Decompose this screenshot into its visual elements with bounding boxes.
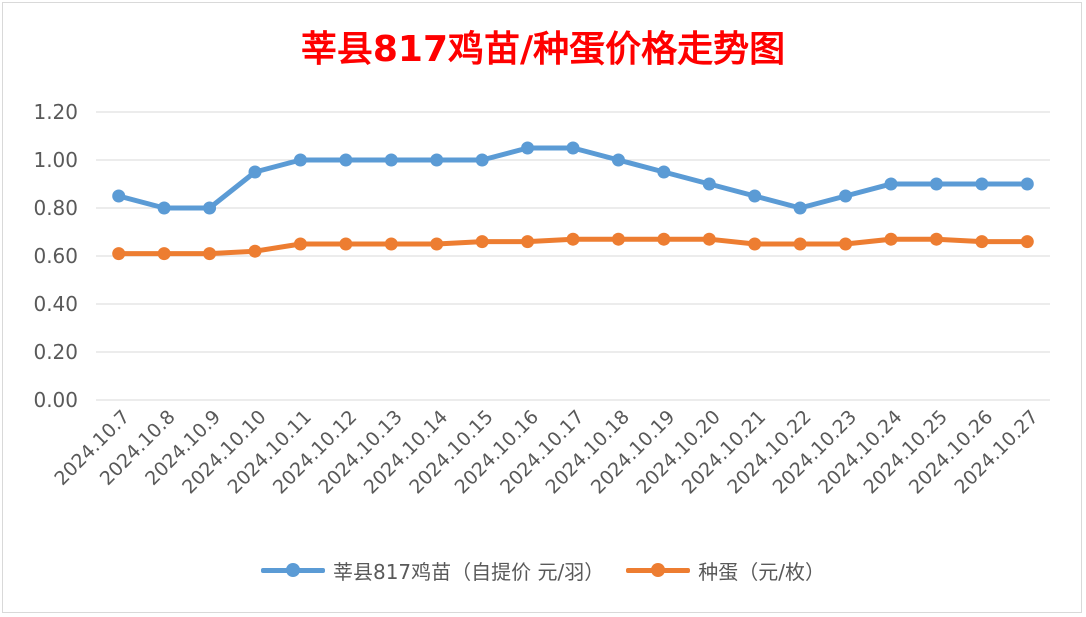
- chart-title: 莘县817鸡苗/种蛋价格走势图: [300, 29, 786, 70]
- legend-swatch-chick: [260, 562, 325, 578]
- data-point-1: [203, 247, 217, 261]
- data-point-0: [566, 141, 580, 155]
- data-point-1: [793, 237, 807, 251]
- data-point-1: [929, 232, 943, 246]
- data-point-1: [384, 237, 398, 251]
- data-point-1: [112, 247, 126, 261]
- data-point-0: [157, 201, 171, 215]
- y-tick-label: 0.40: [33, 292, 78, 316]
- data-point-1: [702, 232, 716, 246]
- data-point-0: [1020, 177, 1034, 191]
- data-point-0: [611, 153, 625, 167]
- data-point-1: [248, 244, 262, 258]
- data-point-0: [430, 153, 444, 167]
- y-tick-label: 0.60: [33, 244, 78, 268]
- chart-legend: 莘县817鸡苗（自提价 元/羽） 种蛋（元/枚）: [0, 552, 1086, 588]
- data-point-0: [657, 165, 671, 179]
- legend-swatch-egg: [626, 562, 691, 578]
- data-point-0: [339, 153, 353, 167]
- data-point-0: [884, 177, 898, 191]
- data-point-1: [157, 247, 171, 261]
- data-point-1: [748, 237, 762, 251]
- data-point-0: [702, 177, 716, 191]
- y-tick-label: 0.20: [33, 340, 78, 364]
- data-point-1: [430, 237, 444, 251]
- data-point-1: [339, 237, 353, 251]
- data-point-1: [566, 232, 580, 246]
- data-point-0: [748, 189, 762, 203]
- data-point-0: [839, 189, 853, 203]
- data-point-1: [975, 235, 989, 249]
- data-point-1: [521, 235, 535, 249]
- legend-item-egg: 种蛋（元/枚）: [626, 556, 825, 585]
- data-point-1: [839, 237, 853, 251]
- data-point-0: [793, 201, 807, 215]
- data-point-0: [203, 201, 217, 215]
- data-point-1: [657, 232, 671, 246]
- data-point-1: [1020, 235, 1034, 249]
- y-tick-label: 1.20: [33, 100, 78, 124]
- data-point-0: [293, 153, 307, 167]
- data-point-1: [884, 232, 898, 246]
- y-tick-label: 0.00: [33, 388, 78, 412]
- data-point-0: [975, 177, 989, 191]
- data-point-0: [248, 165, 262, 179]
- data-point-1: [293, 237, 307, 251]
- y-tick-label: 1.00: [33, 148, 78, 172]
- data-point-0: [475, 153, 489, 167]
- legend-label-chick: 莘县817鸡苗（自提价 元/羽）: [332, 559, 605, 584]
- data-point-0: [521, 141, 535, 155]
- data-point-1: [611, 232, 625, 246]
- y-tick-label: 0.80: [33, 196, 78, 220]
- data-point-0: [384, 153, 398, 167]
- data-point-0: [929, 177, 943, 191]
- legend-item-chick: 莘县817鸡苗（自提价 元/羽）: [260, 556, 605, 585]
- data-point-1: [475, 235, 489, 249]
- data-point-0: [112, 189, 126, 203]
- legend-label-egg: 种蛋（元/枚）: [698, 559, 826, 584]
